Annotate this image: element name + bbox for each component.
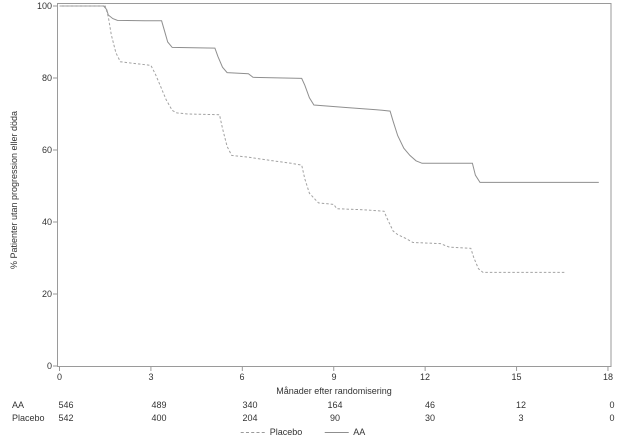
risk-row-name-aa: AA [12, 400, 25, 410]
y-tick-label: 80 [41, 72, 52, 83]
y-tick-label: 40 [41, 216, 52, 227]
x-tick-label: 0 [56, 372, 63, 382]
x-tick-label: 6 [239, 372, 245, 382]
risk-count: 90 [329, 413, 341, 423]
risk-count: 204 [242, 413, 258, 423]
risk-count: 164 [327, 400, 343, 410]
legend-solid-line-sample [324, 431, 349, 433]
km-curve-aa [59, 5, 599, 183]
risk-count: 0 [609, 413, 615, 423]
risk-count: 340 [242, 400, 258, 410]
y-tick-label: 60 [41, 144, 52, 155]
y-tick-label: 100 [36, 0, 52, 11]
plot-frame [57, 3, 612, 367]
y-tick-label: 20 [41, 288, 52, 299]
x-tick-label: 12 [419, 372, 431, 382]
km-curve-placebo [59, 5, 566, 273]
x-tick-label: 9 [331, 372, 337, 382]
risk-count: 546 [58, 400, 74, 410]
x-axis-title: Månader efter randomisering [276, 386, 392, 396]
legend-dashed-line-sample [240, 431, 265, 433]
legend-label-placebo: Placebo [269, 427, 303, 437]
y-tick-label: 0 [46, 360, 52, 371]
x-tick-label: 18 [602, 372, 614, 382]
risk-count: 489 [151, 400, 167, 410]
risk-row-name-placebo: Placebo [12, 413, 45, 423]
y-axis-title: % Patienter utan progression eller döda [9, 110, 19, 270]
legend: Placebo AA [240, 427, 366, 437]
risk-count: 30 [424, 413, 436, 423]
risk-count: 46 [424, 400, 436, 410]
risk-count: 12 [515, 400, 527, 410]
risk-count: 542 [58, 413, 74, 423]
risk-count: 400 [151, 413, 167, 423]
risk-count: 3 [518, 413, 524, 423]
x-tick-label: 15 [511, 372, 522, 382]
x-tick-label: 3 [148, 372, 154, 382]
legend-label-aa: AA [353, 427, 366, 437]
risk-count: 0 [609, 400, 615, 410]
